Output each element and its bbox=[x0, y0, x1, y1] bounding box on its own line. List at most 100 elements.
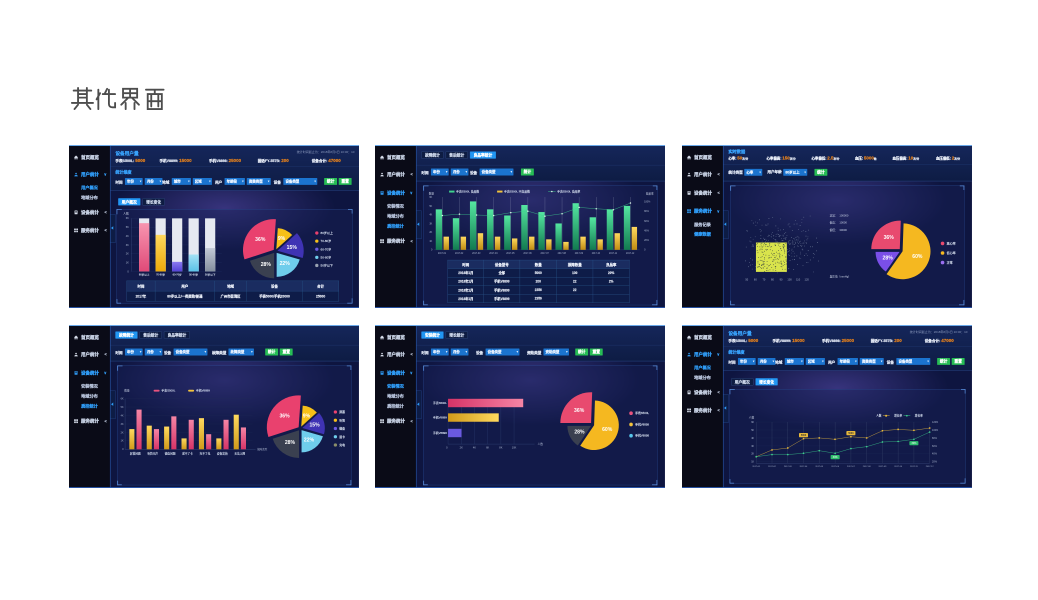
svg-text:手机V8899: 手机V8899 bbox=[635, 423, 649, 427]
svg-text:1K: 1K bbox=[121, 440, 124, 443]
svg-text:28%: 28% bbox=[574, 430, 585, 436]
svg-text:2K: 2K bbox=[751, 453, 754, 456]
svg-text:5000: 5000 bbox=[801, 434, 807, 437]
svg-text:2017-11: 2017-11 bbox=[609, 253, 618, 255]
svg-text:2017-11: 2017-11 bbox=[910, 466, 918, 468]
svg-text:4K: 4K bbox=[126, 234, 129, 238]
svg-text:充不了电: 充不了电 bbox=[200, 451, 211, 455]
svg-text:6K: 6K bbox=[486, 446, 489, 450]
svg-text:故障类型: 故障类型 bbox=[257, 447, 268, 451]
svg-text:手表S500L 良品数: 手表S500L 良品数 bbox=[456, 190, 479, 194]
svg-text:6K: 6K bbox=[429, 196, 432, 199]
svg-text:50-60岁: 50-60岁 bbox=[189, 273, 199, 277]
svg-text:增长率: 增长率 bbox=[915, 414, 923, 418]
svg-text:设备发热: 设备发热 bbox=[217, 451, 228, 455]
svg-text:9%: 9% bbox=[278, 236, 286, 242]
svg-text:2017-07: 2017-07 bbox=[847, 466, 856, 468]
svg-text:2017-01: 2017-01 bbox=[752, 466, 761, 468]
svg-text:40%: 40% bbox=[932, 453, 938, 456]
svg-text:22%: 22% bbox=[304, 438, 315, 444]
svg-text:36%: 36% bbox=[279, 414, 290, 420]
svg-text:2017-12: 2017-12 bbox=[926, 466, 935, 468]
svg-text:键盘: 键盘 bbox=[339, 427, 345, 431]
svg-text:听筒: 听筒 bbox=[339, 418, 345, 422]
svg-text:低心率: 低心率 bbox=[947, 250, 956, 255]
svg-text:50: 50 bbox=[745, 278, 748, 282]
svg-text:28%: 28% bbox=[883, 256, 894, 262]
svg-text:手表S500L: 手表S500L bbox=[433, 401, 447, 405]
svg-text:0: 0 bbox=[431, 249, 433, 252]
svg-text:5K: 5K bbox=[126, 225, 129, 229]
svg-text:2017-08: 2017-08 bbox=[863, 466, 872, 468]
svg-text:120: 120 bbox=[805, 278, 810, 282]
svg-text:正常: 正常 bbox=[947, 260, 953, 265]
svg-text:80岁以上: 80岁以上 bbox=[139, 273, 150, 277]
svg-text:60-70岁: 60-70岁 bbox=[173, 273, 183, 277]
svg-text:50岁以下: 50岁以下 bbox=[205, 273, 216, 277]
svg-text:60%: 60% bbox=[912, 254, 923, 260]
svg-text:人数: 人数 bbox=[876, 414, 882, 418]
svg-text:80%: 80% bbox=[932, 437, 938, 440]
svg-text:屏幕问题: 屏幕问题 bbox=[130, 451, 141, 455]
svg-text:2017-07: 2017-07 bbox=[541, 253, 550, 255]
svg-text:4K: 4K bbox=[473, 446, 476, 450]
svg-text:70: 70 bbox=[762, 278, 765, 282]
svg-text:手机V8898: 手机V8898 bbox=[635, 434, 649, 438]
svg-text:数量: 数量 bbox=[124, 389, 130, 393]
svg-text:3K: 3K bbox=[121, 423, 124, 426]
svg-text:28%: 28% bbox=[285, 440, 296, 446]
svg-text:偏高：: 偏高： bbox=[830, 221, 838, 225]
svg-text:8K: 8K bbox=[499, 446, 502, 450]
svg-text:增长率: 增长率 bbox=[894, 414, 902, 418]
svg-text:6K: 6K bbox=[121, 398, 124, 401]
svg-text:2017-02: 2017-02 bbox=[455, 253, 464, 255]
svg-text:人数: 人数 bbox=[749, 416, 755, 420]
svg-text:3K: 3K bbox=[126, 243, 129, 247]
svg-text:2017-04: 2017-04 bbox=[800, 466, 809, 468]
svg-text:6K: 6K bbox=[751, 421, 754, 424]
svg-text:30000: 30000 bbox=[839, 228, 847, 232]
svg-text:36%: 36% bbox=[574, 408, 585, 414]
svg-text:2017-08: 2017-08 bbox=[558, 253, 567, 255]
svg-text:手机V8899: 手机V8899 bbox=[433, 416, 447, 420]
svg-text:2K: 2K bbox=[429, 231, 432, 234]
svg-text:120%: 120% bbox=[932, 421, 939, 424]
svg-text:2K: 2K bbox=[126, 252, 129, 256]
svg-text:手表S500L: 手表S500L bbox=[635, 411, 649, 415]
svg-text:2017-04: 2017-04 bbox=[489, 253, 498, 255]
svg-text:30%: 30% bbox=[833, 456, 839, 459]
svg-text:6K: 6K bbox=[126, 216, 129, 220]
svg-text:10K: 10K bbox=[512, 446, 517, 450]
svg-text:5K: 5K bbox=[121, 406, 124, 409]
svg-text:22%: 22% bbox=[280, 261, 291, 267]
svg-text:充电: 充电 bbox=[339, 443, 345, 447]
svg-text:10000: 10000 bbox=[839, 221, 847, 225]
svg-text:人数: 人数 bbox=[538, 442, 544, 446]
svg-text:60-70岁: 60-70岁 bbox=[321, 246, 332, 251]
svg-text:0: 0 bbox=[446, 446, 448, 450]
svg-text:2017-06: 2017-06 bbox=[523, 253, 532, 255]
svg-text:无法上网: 无法上网 bbox=[234, 451, 245, 455]
svg-text:手机V8898: 手机V8898 bbox=[433, 431, 447, 435]
svg-text:60: 60 bbox=[754, 278, 757, 282]
svg-text:2K: 2K bbox=[460, 446, 463, 450]
svg-text:递卡: 递卡 bbox=[339, 435, 345, 439]
svg-text:屏幕: 屏幕 bbox=[339, 410, 345, 414]
svg-text:2017-06: 2017-06 bbox=[831, 466, 840, 468]
svg-text:5000: 5000 bbox=[848, 432, 854, 435]
svg-text:30%: 30% bbox=[912, 442, 918, 445]
svg-text:100%: 100% bbox=[644, 200, 651, 203]
svg-text:偏低：: 偏低： bbox=[830, 228, 838, 232]
svg-text:2017-03: 2017-03 bbox=[784, 466, 793, 468]
svg-text:110: 110 bbox=[796, 278, 801, 282]
svg-text:60%: 60% bbox=[602, 427, 613, 433]
svg-text:手表S500L: 手表S500L bbox=[161, 389, 175, 393]
svg-text:手机V8899: 手机V8899 bbox=[196, 389, 210, 393]
svg-text:0: 0 bbox=[127, 269, 129, 273]
svg-text:80: 80 bbox=[771, 278, 774, 282]
svg-text:3K: 3K bbox=[429, 222, 432, 225]
svg-text:2017-10: 2017-10 bbox=[894, 466, 903, 468]
svg-text:正常：: 正常： bbox=[830, 214, 838, 218]
svg-text:100000: 100000 bbox=[839, 214, 848, 218]
svg-text:2017-09: 2017-09 bbox=[575, 253, 584, 255]
